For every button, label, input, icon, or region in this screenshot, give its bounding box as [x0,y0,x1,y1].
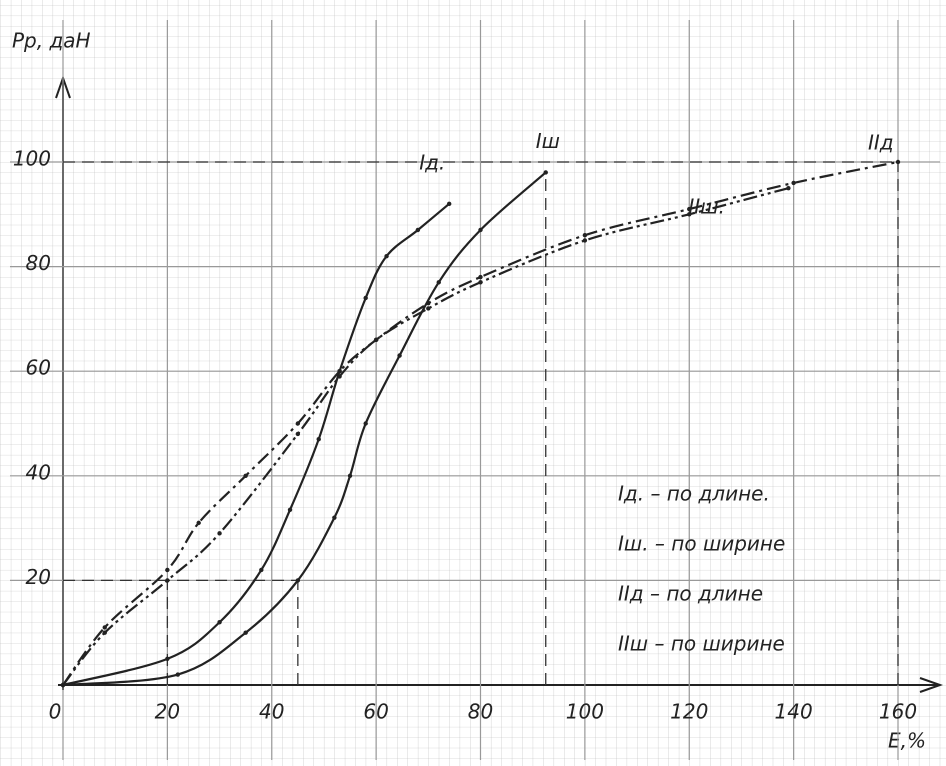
data-point [165,578,169,582]
data-point [363,421,367,425]
x-tick-label: 100 [566,700,604,724]
data-point [259,568,263,572]
y-tick-label: 60 [26,356,51,380]
data-point [176,672,180,676]
data-point [196,521,200,525]
x-tick-label: 60 [363,700,388,724]
y-tick-label: 20 [26,565,51,589]
data-point [337,369,341,373]
x-tick-label: 120 [670,700,708,724]
data-point [896,160,900,164]
data-point [478,280,482,284]
x-tick-label: 40 [259,700,284,724]
curve-label: Iш [536,129,560,153]
data-point [416,228,420,232]
data-point [337,374,341,378]
data-point [296,432,300,436]
data-point [791,181,795,185]
data-point [217,620,221,624]
x-tick-label: 160 [879,700,917,724]
data-point [363,296,367,300]
chart: Pр, даН E,% 0 20 40 60 80 100 120 140 160 20 40 60 8… [0,0,946,766]
data-point [437,280,441,284]
data-point [348,474,352,478]
legend-entry: IIш – по ширине [618,632,785,656]
legend-entry: IIд – по длине [618,582,763,606]
data-point [786,186,790,190]
data-point [426,301,430,305]
graph-paper [0,0,946,766]
legend-entry: Iш. – по ширине [618,532,785,556]
data-point [544,170,548,174]
data-point [296,578,300,582]
data-point [103,631,107,635]
x-tick-label: 20 [155,700,180,724]
x-tick-label: 80 [468,700,493,724]
data-point [332,515,336,519]
curve-label: IIд [868,131,894,155]
y-tick-label: 100 [13,147,51,171]
data-point [384,254,388,258]
data-point [447,202,451,206]
data-point [288,508,292,512]
data-point [296,421,300,425]
data-point [317,437,321,441]
data-point [165,657,169,661]
data-point [217,531,221,535]
data-point [165,568,169,572]
data-point [243,474,247,478]
data-point [583,233,587,237]
x-tick-label: 140 [775,700,813,724]
data-point [478,228,482,232]
y-axis-label: Pр, даН [12,29,91,53]
y-tick-label: 40 [26,460,51,484]
data-point [374,338,378,342]
data-point [426,306,430,310]
data-point [243,631,247,635]
data-point [61,683,65,687]
data-point [583,238,587,242]
x-tick-label: 0 [49,700,62,724]
data-point [478,275,482,279]
data-point [397,353,401,357]
y-tick-label: 80 [26,251,51,275]
x-axis-label: E,% [888,729,926,753]
legend-entry: Iд. – по длине. [618,482,770,506]
data-point [103,625,107,629]
curve-label: IIш. [688,195,724,219]
curve-label: Iд. [419,150,445,174]
